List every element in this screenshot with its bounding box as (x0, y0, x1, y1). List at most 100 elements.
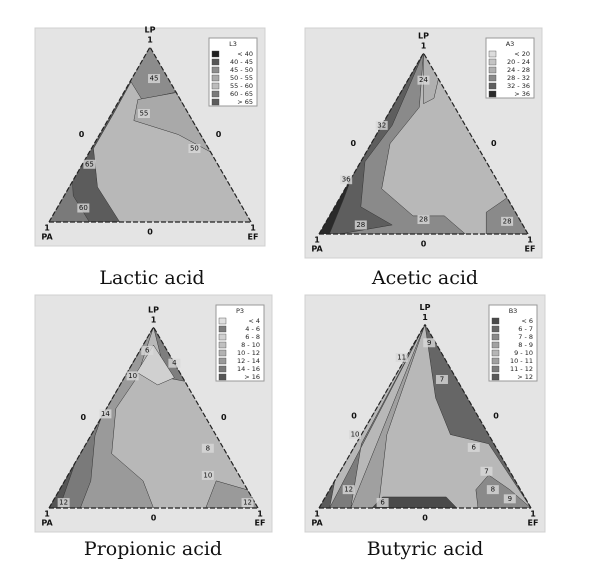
legend-swatch (488, 82, 497, 90)
vertex-label: PA (41, 233, 53, 242)
contour-label: 9 (427, 339, 431, 347)
legend-swatch (491, 317, 500, 325)
contour-label: 32 (377, 121, 386, 129)
legend-swatch (488, 90, 497, 98)
contour-label: 8 (206, 444, 210, 452)
edge-tick: 0 (350, 139, 356, 148)
legend-label: 6 - 8 (245, 333, 260, 341)
legend-label: > 12 (517, 373, 533, 381)
legend-label: 4 - 6 (245, 325, 260, 333)
vertex-tick: 1 (44, 510, 50, 519)
contour-region (329, 324, 426, 508)
legend-swatch (488, 50, 497, 58)
legend-title: A3 (506, 40, 515, 48)
vertex-tick: 1 (527, 236, 533, 245)
contour-label: 28 (419, 216, 428, 224)
contour-region (133, 92, 212, 153)
legend-label: 11 - 12 (510, 365, 533, 373)
contour-label-bg (188, 144, 201, 154)
edge-tick: 0 (493, 412, 499, 421)
legend-label: 12 - 14 (237, 357, 260, 365)
contour-label: 12 (59, 499, 68, 507)
legend-swatch (218, 333, 227, 341)
edge-tick: 0 (216, 130, 222, 139)
legend-swatch (211, 98, 220, 106)
legend-swatch (218, 325, 227, 333)
vertex-tick: 1 (250, 224, 256, 233)
contour-label-bg (375, 120, 388, 130)
contour-label: 6 (380, 498, 385, 506)
contour-label-bg (435, 374, 448, 384)
contour-label: 12 (344, 486, 353, 494)
contour-label-bg (57, 498, 70, 508)
legend-label: 8 - 10 (241, 341, 260, 349)
vertex-label: LP (418, 32, 429, 41)
contour-label: 7 (484, 467, 488, 475)
contour-label-bg (148, 74, 161, 84)
contour-label-bg (349, 430, 362, 440)
contour-label: 28 (356, 221, 365, 229)
legend-swatch (491, 325, 500, 333)
legend-label: 6 - 7 (518, 325, 533, 333)
legend-label: 32 - 36 (507, 82, 530, 90)
vertex-tick: 1 (314, 510, 320, 519)
legend-label: < 20 (514, 50, 530, 58)
legend-swatch (218, 317, 227, 325)
contour-region (350, 324, 426, 508)
legend-label: 20 - 24 (507, 58, 530, 66)
contour-label: 60 (79, 204, 88, 212)
legend-label: > 65 (237, 98, 253, 106)
vertex-tick: 1 (314, 236, 320, 245)
vertex-tick: 1 (147, 36, 153, 45)
contour-label: 45 (150, 75, 159, 83)
legend-label: 60 - 65 (230, 90, 253, 98)
caption: Acetic acid (371, 267, 478, 289)
contour-label-bg (486, 485, 499, 495)
legend-swatch (211, 58, 220, 66)
vertex-label: LP (148, 306, 159, 315)
contour-label-bg (241, 498, 254, 508)
legend-swatch (218, 349, 227, 357)
contour-label: 55 (139, 110, 148, 118)
legend-label: 10 - 11 (510, 357, 533, 365)
legend-label: 55 - 60 (230, 82, 253, 90)
legend-swatch (491, 365, 500, 373)
contour-label-bg (417, 75, 430, 85)
edge (424, 324, 532, 509)
legend-label: 45 - 50 (230, 66, 253, 74)
contour-label-bg (340, 175, 353, 185)
contour-label-bg (395, 352, 408, 362)
vertex-label: PA (311, 245, 323, 254)
legend-swatch (211, 50, 220, 58)
vertex-tick: 1 (44, 224, 50, 233)
contour-label-bg (376, 497, 389, 507)
legend-label: < 6 (521, 317, 533, 325)
contour-label-bg (354, 220, 367, 230)
contour-label-bg (168, 358, 181, 368)
triangle-fill (49, 47, 251, 223)
contour-label: 9 (508, 495, 512, 503)
contour-label-bg (201, 470, 214, 480)
vertex-label: PA (311, 519, 323, 528)
legend-swatch (211, 82, 220, 90)
vertex-label: EF (255, 519, 266, 528)
edge-tick: 0 (80, 413, 86, 422)
caption: Butyric acid (367, 538, 484, 560)
legend-label: < 4 (248, 317, 260, 325)
contour-label: 6 (472, 443, 477, 451)
legend-swatch (491, 357, 500, 365)
legend-label: 9 - 10 (514, 349, 533, 357)
vertex-tick: 1 (257, 510, 263, 519)
contour-label: 28 (503, 217, 512, 225)
legend-label: > 16 (244, 373, 260, 381)
contour-label-bg (137, 109, 150, 119)
edge-tick: 0 (421, 240, 427, 249)
edge (48, 46, 151, 223)
edge (149, 46, 252, 223)
legend-title: L3 (229, 40, 237, 48)
legend-label: 24 - 28 (507, 66, 530, 74)
legend-swatch (488, 58, 497, 66)
